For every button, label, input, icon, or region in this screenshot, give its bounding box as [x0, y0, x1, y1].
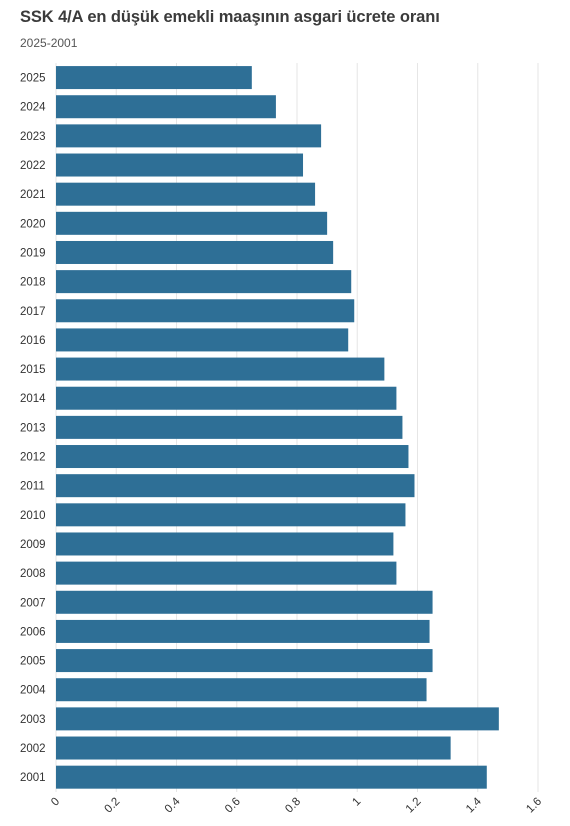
- category-label: 2023: [20, 131, 46, 143]
- category-label: 2021: [20, 189, 46, 201]
- category-label: 2008: [20, 568, 46, 580]
- bar-2009[interactable]: [56, 532, 394, 556]
- bar-2019[interactable]: [56, 240, 334, 264]
- bar-2017[interactable]: [56, 299, 355, 323]
- category-label: 2003: [20, 714, 46, 726]
- bar-2008[interactable]: [56, 561, 397, 585]
- bar-2006[interactable]: [56, 619, 430, 643]
- x-tick-label: 0.8: [283, 796, 303, 816]
- bars: [56, 66, 499, 789]
- category-label: 2010: [20, 510, 46, 522]
- bar-2003[interactable]: [56, 707, 499, 731]
- x-tick-label: 0.6: [223, 796, 243, 816]
- bar-2023[interactable]: [56, 124, 322, 148]
- bar-2010[interactable]: [56, 503, 406, 527]
- category-label: 2002: [20, 743, 46, 755]
- bar-2015[interactable]: [56, 357, 385, 381]
- category-label: 2014: [20, 393, 46, 405]
- chart-subtitle: 2025-2001: [20, 36, 78, 50]
- bar-2021[interactable]: [56, 182, 316, 206]
- bar-2004[interactable]: [56, 678, 427, 702]
- category-label: 2012: [20, 452, 46, 464]
- bar-2018[interactable]: [56, 270, 352, 294]
- bar-2020[interactable]: [56, 211, 328, 235]
- category-label: 2024: [20, 102, 46, 114]
- bar-2005[interactable]: [56, 649, 433, 673]
- x-tick-label: 0.2: [103, 796, 123, 816]
- bar-2012[interactable]: [56, 445, 409, 469]
- category-labels: 2025 2024 2023 2022 2021 2020 2019 2018 2017 2016…: [20, 73, 46, 785]
- category-label: 2011: [20, 481, 45, 493]
- bar-2001[interactable]: [56, 765, 487, 789]
- category-label: 2015: [20, 364, 46, 376]
- x-axis-ticks: 0 0.2 0.4 0.6 0.8 1 1.2 1.4 1.6: [49, 795, 544, 815]
- category-label: 2017: [20, 306, 46, 318]
- bar-2025[interactable]: [56, 66, 252, 90]
- x-tick-label: 1.2: [404, 796, 424, 816]
- category-label: 2013: [20, 422, 46, 434]
- category-label: 2001: [20, 772, 46, 784]
- bar-2013[interactable]: [56, 415, 403, 439]
- bar-2014[interactable]: [56, 386, 397, 410]
- x-tick-label: 0.4: [163, 795, 183, 815]
- category-label: 2016: [20, 335, 46, 347]
- category-label: 2007: [20, 597, 46, 609]
- x-tick-label: 1.4: [464, 795, 484, 815]
- category-label: 2009: [20, 539, 46, 551]
- bar-2007[interactable]: [56, 590, 433, 614]
- bar-2024[interactable]: [56, 95, 276, 119]
- x-tick-label: 0: [49, 796, 62, 809]
- x-tick-label: 1.6: [524, 796, 544, 816]
- category-label: 2025: [20, 73, 46, 85]
- bar-2002[interactable]: [56, 736, 451, 760]
- bar-2016[interactable]: [56, 328, 349, 352]
- chart-title: SSK 4/A en düşük emekli maaşının asgari …: [20, 8, 440, 26]
- bar-2022[interactable]: [56, 153, 304, 177]
- category-label: 2019: [20, 247, 46, 259]
- category-label: 2004: [20, 685, 46, 697]
- bar-2011[interactable]: [56, 474, 415, 498]
- category-label: 2022: [20, 160, 46, 172]
- category-label: 2018: [20, 277, 46, 289]
- category-label: 2020: [20, 218, 46, 230]
- x-tick-label: 1: [350, 796, 363, 809]
- category-label: 2005: [20, 656, 46, 668]
- category-label: 2006: [20, 626, 46, 638]
